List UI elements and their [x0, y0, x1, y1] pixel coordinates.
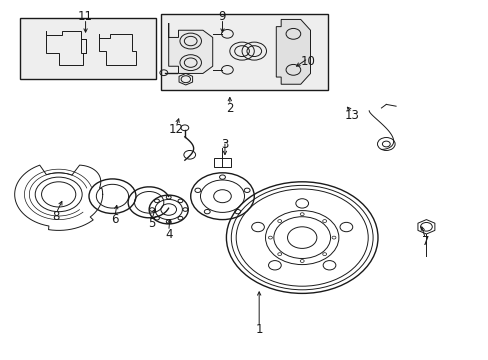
Text: 13: 13	[344, 109, 359, 122]
Bar	[20, 18, 156, 79]
Text: 10: 10	[300, 55, 315, 68]
Bar	[214, 158, 230, 167]
Polygon shape	[168, 23, 212, 73]
Text: 12: 12	[168, 123, 183, 136]
Text: 2: 2	[225, 102, 233, 114]
Text: 7: 7	[421, 235, 428, 248]
Text: 11: 11	[78, 10, 93, 23]
Text: 8: 8	[52, 210, 60, 222]
Polygon shape	[276, 19, 310, 84]
Text: 6: 6	[111, 213, 119, 226]
Bar	[161, 14, 327, 90]
Text: 1: 1	[255, 323, 263, 336]
Text: 3: 3	[221, 138, 228, 150]
Text: 9: 9	[218, 10, 226, 23]
Text: 4: 4	[164, 228, 172, 240]
Text: 5: 5	[147, 217, 155, 230]
